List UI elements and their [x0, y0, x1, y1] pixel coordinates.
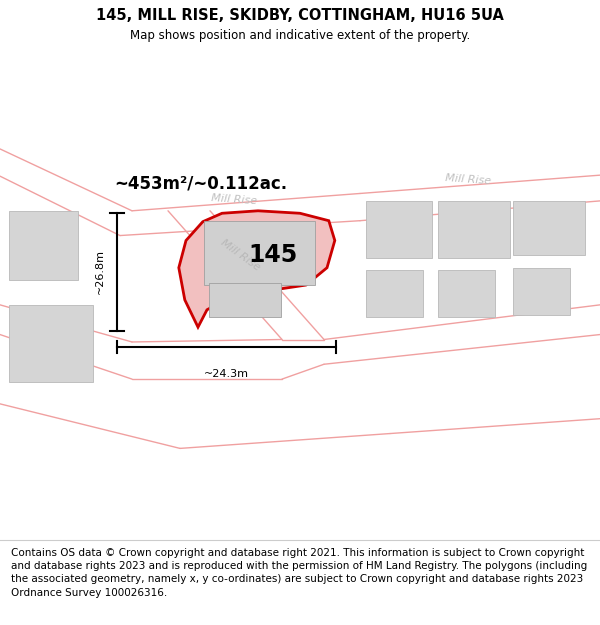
Bar [438, 201, 510, 258]
Bar [9, 211, 78, 280]
Bar [209, 283, 281, 317]
Text: Mill Rise: Mill Rise [445, 174, 491, 187]
Text: Map shows position and indicative extent of the property.: Map shows position and indicative extent… [130, 29, 470, 42]
Text: 145, MILL RISE, SKIDBY, COTTINGHAM, HU16 5UA: 145, MILL RISE, SKIDBY, COTTINGHAM, HU16… [96, 9, 504, 24]
Bar [513, 201, 585, 256]
Polygon shape [179, 211, 335, 327]
Bar [366, 270, 423, 318]
Text: ~453m²/~0.112ac.: ~453m²/~0.112ac. [114, 174, 287, 192]
Bar [438, 270, 495, 318]
Bar [366, 201, 432, 258]
Text: 145: 145 [249, 243, 298, 268]
Text: Mill Rise: Mill Rise [218, 238, 262, 273]
Bar [204, 221, 315, 285]
Text: Mill Rise: Mill Rise [211, 193, 257, 206]
Bar [513, 268, 570, 315]
Text: Contains OS data © Crown copyright and database right 2021. This information is : Contains OS data © Crown copyright and d… [11, 548, 587, 598]
Text: ~26.8m: ~26.8m [95, 249, 105, 294]
Bar [9, 305, 93, 382]
Text: ~24.3m: ~24.3m [204, 369, 249, 379]
